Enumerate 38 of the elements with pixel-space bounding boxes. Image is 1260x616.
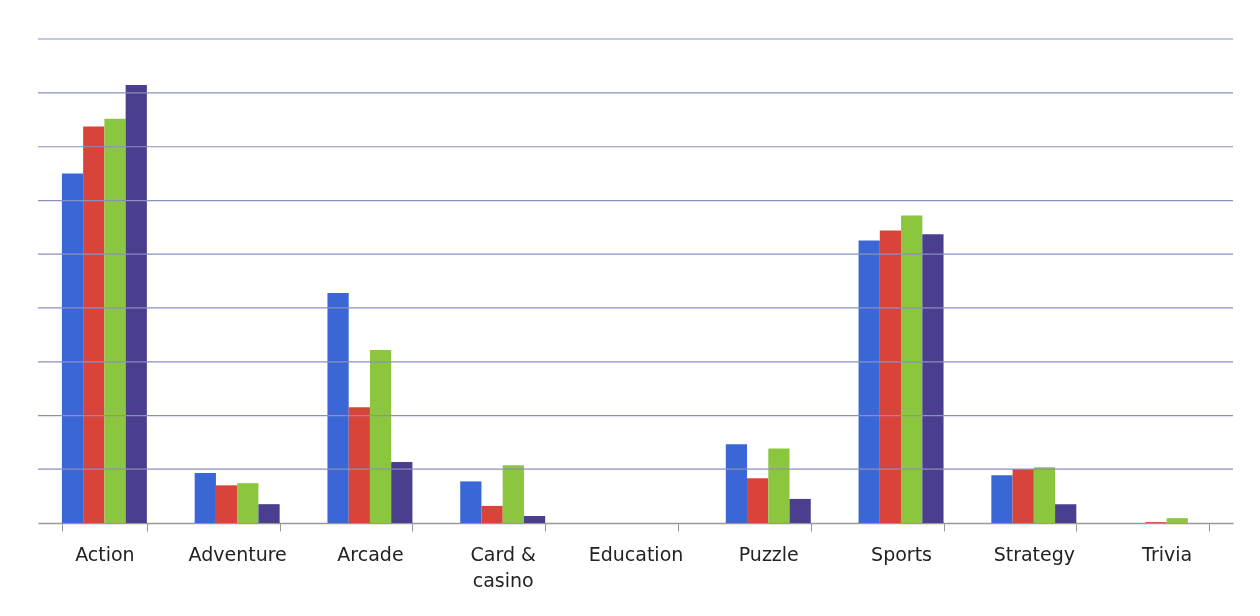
x-tick-label: Puzzle xyxy=(738,542,799,565)
bar xyxy=(258,504,280,523)
x-tick-label: Adventure xyxy=(188,542,287,565)
bar xyxy=(768,448,790,523)
bar xyxy=(481,505,503,523)
x-tick-label: Action xyxy=(75,542,135,565)
bar xyxy=(1166,518,1188,523)
bar xyxy=(125,84,147,523)
x-tick-label: Education xyxy=(588,542,684,565)
bar xyxy=(1033,467,1056,523)
x-tick-label: Arcade xyxy=(337,542,404,565)
bar xyxy=(725,444,748,523)
bar xyxy=(789,498,811,523)
bar xyxy=(502,465,524,523)
bar xyxy=(901,215,923,523)
bar xyxy=(879,230,902,523)
bar xyxy=(194,473,216,523)
x-tick-label: Strategy xyxy=(993,542,1076,565)
bar xyxy=(1055,504,1077,523)
bar xyxy=(215,485,238,523)
bar xyxy=(327,293,349,523)
x-tick-label: Sports xyxy=(871,542,933,565)
x-tick-label: Card & casino xyxy=(470,542,537,591)
bar xyxy=(922,234,944,523)
bar xyxy=(83,126,105,523)
bar xyxy=(1012,469,1034,523)
bar xyxy=(991,475,1013,523)
bar xyxy=(858,240,880,523)
bar xyxy=(104,118,126,523)
bar xyxy=(237,483,259,523)
bar xyxy=(391,462,413,523)
bar xyxy=(61,173,84,523)
bar xyxy=(460,481,482,523)
x-tick-label: Trivia xyxy=(1141,542,1193,565)
bar xyxy=(348,407,370,523)
bar xyxy=(523,515,546,523)
bar xyxy=(747,478,769,523)
bar xyxy=(369,349,392,523)
